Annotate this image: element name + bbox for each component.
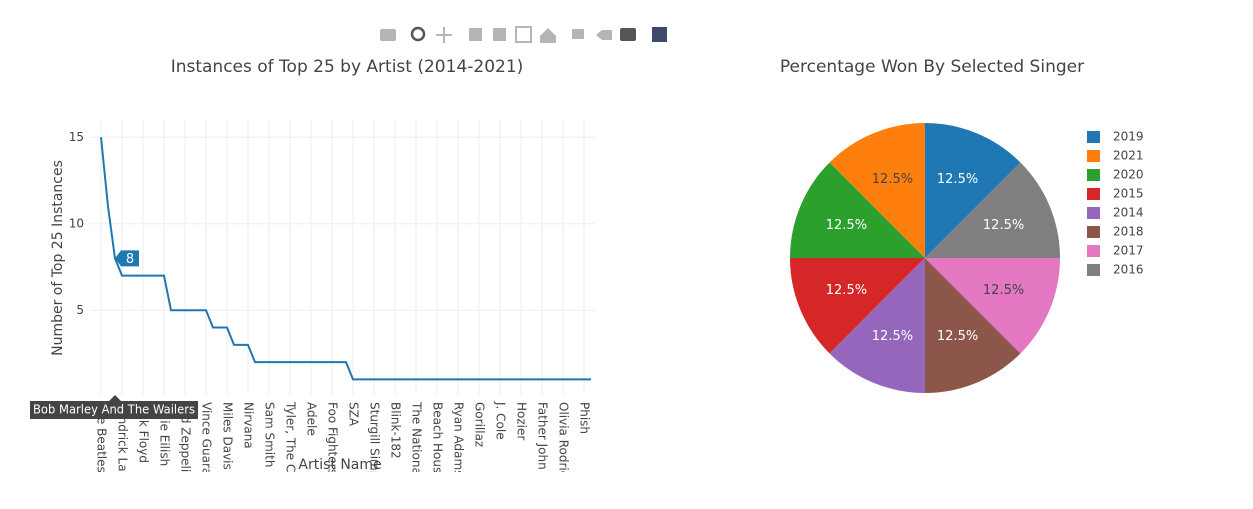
camera-icon[interactable] [380,29,396,41]
pie-slice [925,258,1021,393]
legend-label: 2021 [1113,149,1144,163]
slice-label: 12.5% [983,283,1024,298]
y-tick-label: 10 [69,216,84,230]
legend-swatch [1087,188,1100,200]
legend-swatch [1087,245,1100,257]
legend-swatch [1087,207,1100,219]
legend-swatch [1087,264,1100,276]
x-tick-label: J. Cole [494,401,508,440]
x-tick-label: Phish [578,402,592,434]
x-tick-label: Sturgill Simpson [368,402,382,500]
x-tick-label: Hozier [515,402,529,440]
legend-label: 2014 [1113,206,1144,220]
slice-label: 12.5% [983,218,1024,233]
spike-icon[interactable] [572,29,584,39]
slice-label: 12.5% [937,172,978,187]
slice-label: 12.5% [826,283,867,298]
legend-label: 2018 [1113,225,1144,239]
slice-label: 12.5% [937,329,978,344]
hover-value: 8 [126,252,134,267]
x-tick-label: Sam Smith [263,402,277,467]
x-tick-label: Beach House [431,402,445,481]
autoscale-icon[interactable] [515,26,532,43]
line-series [100,137,591,381]
pie-slice [925,258,1060,354]
slice-label: 12.5% [826,218,867,233]
pie-slice [829,123,925,258]
home-icon[interactable] [540,28,556,43]
x-tick-label: The National [410,401,424,478]
y-axis-title: Number of Top 25 Instances [50,160,66,356]
x-tick-label: Father John Misty [536,402,550,505]
legend-swatch [1087,150,1100,162]
legend-label: 2017 [1113,244,1144,258]
x-tick-label: Kendrick Lamar [116,402,130,496]
hover-closest-icon[interactable] [596,30,612,40]
slice-label: 12.5% [872,329,913,344]
legend-label: 2020 [1113,168,1144,182]
modebar[interactable] [380,26,667,43]
zoom-in-icon[interactable] [469,28,482,41]
pie-slice [790,162,925,258]
legend-swatch [1087,226,1100,238]
hover-label-box [30,395,198,419]
slice-label: 12.5% [872,172,913,187]
x-tick-label: Vince Guaraldi Trio [200,402,214,509]
x-tick-label: Led Zeppelin [179,402,193,480]
pie-slice [925,123,1021,258]
x-axis-title: Artist Name [298,457,381,473]
x-tick-label: Gorillaz [473,402,487,447]
legend-label: 2019 [1113,130,1144,144]
x-tick-label: Tyler, The Creator [284,401,298,509]
pie-slice [925,162,1060,258]
zoom-icon[interactable] [410,26,426,42]
x-tick-label: Nirvana [242,402,256,449]
legend-label: 2016 [1113,263,1144,277]
x-tick-label: Miles Davis [221,402,235,470]
x-tick-label: SZA [347,402,361,427]
y-tick-label: 15 [69,130,84,144]
pie-slice [829,258,925,393]
plot-area [90,120,595,395]
x-tick-label: Foo Fighters [326,402,340,475]
legend-label: 2015 [1113,187,1144,201]
hover-compare-icon[interactable] [620,28,636,41]
legend-swatch [1087,169,1100,181]
y-tick-label: 5 [76,303,84,317]
hover-category: Bob Marley And The Wailers [33,403,195,417]
x-tick-label: Adele [305,402,319,436]
hover-value-box [115,250,139,267]
legend-swatch [1087,131,1100,143]
pie-title: Percentage Won By Selected Singer [780,57,1084,77]
x-tick-label: Blink-182 [389,402,403,459]
plotly-logo[interactable] [652,27,667,42]
x-tick-label: Olivia Rodrigo [557,402,571,486]
x-tick-label: Ryan Adams [452,402,466,476]
chart-title: Instances of Top 25 by Artist (2014-2021… [171,57,524,77]
pie-slice [790,258,925,354]
pan-icon[interactable] [436,27,452,43]
zoom-out-icon[interactable] [493,28,506,41]
